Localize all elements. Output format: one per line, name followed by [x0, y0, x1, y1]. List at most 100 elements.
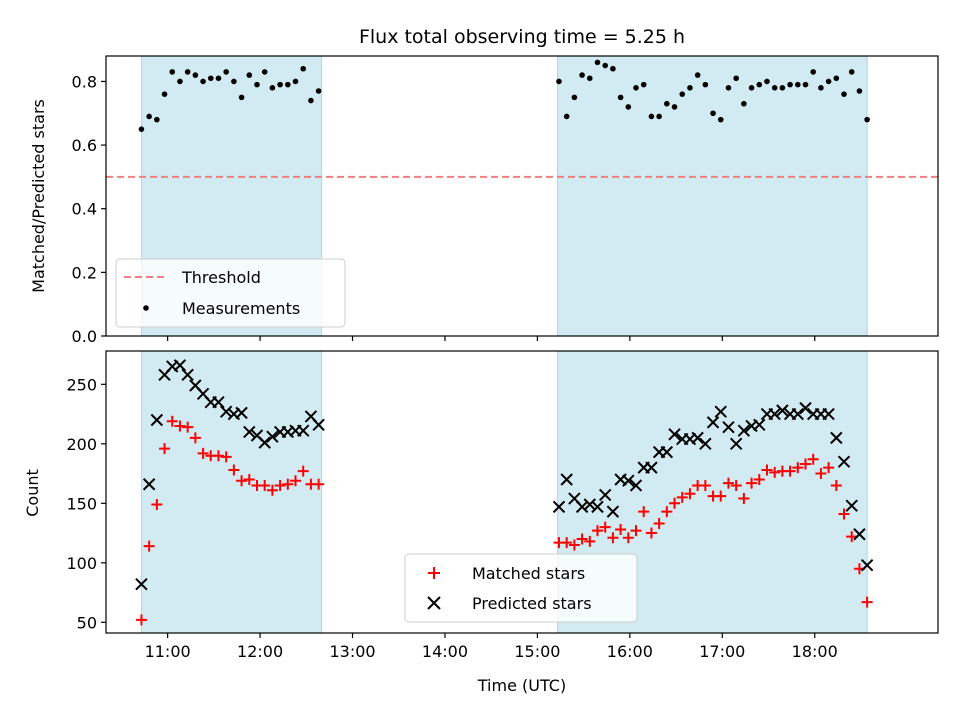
predicted-stars-point — [212, 395, 225, 409]
top-legend: Threshold Measurements — [115, 258, 346, 328]
predicted-stars-point — [629, 479, 643, 492]
predicted-stars-point — [142, 478, 156, 491]
x-tick-label: 17:00 — [699, 642, 745, 661]
measurement-point — [856, 88, 863, 94]
matched-stars-point — [838, 508, 850, 520]
matched-stars-point — [274, 479, 286, 491]
measurement-point — [648, 113, 655, 120]
y-tick-label: 50 — [77, 613, 97, 632]
measurement-point — [308, 97, 314, 104]
x-tick-label: 16:00 — [607, 642, 653, 661]
measurement-point — [787, 81, 793, 88]
matched-stars-point — [584, 535, 596, 547]
matched-stars-point — [212, 450, 224, 462]
predicted-stars-point — [822, 407, 835, 421]
predicted-stars-point — [660, 445, 674, 459]
y-tick-label: 0.6 — [72, 136, 97, 155]
bottom-legend: Matched stars Predicted stars — [404, 553, 638, 623]
matched-stars-point — [197, 447, 209, 459]
measurement-point — [277, 81, 283, 88]
matched-stars-point — [313, 478, 325, 490]
predicted-stars-point — [706, 416, 720, 429]
measurement-point — [764, 78, 770, 85]
y-tick-label: 0.0 — [72, 327, 97, 346]
measurement-point — [223, 69, 229, 75]
predicted-stars-point — [606, 505, 620, 518]
measurement-point — [802, 81, 809, 88]
observing-window-1 — [140, 350, 323, 634]
predicted-stars-point — [753, 418, 766, 431]
matched-stars-point — [784, 465, 796, 477]
matched-stars-point — [630, 525, 642, 537]
measurement-point — [810, 69, 816, 75]
measurements-legend-swatch — [143, 305, 149, 311]
chart-title: Flux total observing time = 5.25 h — [359, 26, 685, 48]
measurement-point — [725, 85, 732, 91]
matched-stars-point — [807, 453, 819, 465]
matched-stars-point — [761, 464, 773, 476]
measurement-point — [610, 65, 616, 72]
matched-stars-point — [166, 415, 178, 427]
predicted-stars-point — [853, 528, 866, 541]
top-legend-box — [115, 258, 346, 328]
x-axis-label: Time (UTC) — [477, 676, 566, 695]
y-tick-label: 0.4 — [72, 200, 97, 219]
ratio-panel: 0.0 0.2 0.4 0.6 0.8 Flux total observing tim… — [29, 26, 939, 346]
measurement-point — [146, 113, 152, 120]
matched-stars-point — [645, 527, 657, 539]
matched-stars-point — [228, 464, 240, 476]
x-tick-label: 12:00 — [237, 642, 283, 661]
measurement-point — [231, 78, 237, 85]
matched-stars-point — [846, 531, 858, 543]
predicted-stars-point — [598, 488, 612, 502]
top-observing-windows — [140, 55, 868, 337]
measurement-point — [285, 81, 291, 88]
measurement-point — [771, 85, 778, 91]
predicted-stars-point — [722, 420, 735, 434]
measurement-point — [246, 72, 253, 78]
matched-stars-point — [259, 479, 271, 491]
predicted-stars-point — [845, 499, 858, 512]
measurement-point — [292, 78, 299, 85]
predicted-stars-point — [799, 401, 812, 415]
predicted-stars-point — [235, 406, 248, 420]
measurement-point — [779, 85, 786, 91]
matched-stars-point — [769, 466, 781, 478]
matched-stars-point — [576, 533, 588, 545]
measurement-point — [833, 75, 840, 82]
predicted-stars-point — [219, 405, 233, 418]
matched-stars-point — [722, 477, 734, 489]
matched-stars-point — [282, 478, 294, 490]
count-panel: 50 100 150 200 250 11:00 12:00 13:00 14:00 15:00… — [23, 350, 939, 695]
measurement-point — [207, 75, 214, 82]
matched-stars-point — [290, 475, 302, 487]
matched-stars-point — [815, 468, 827, 480]
predicted-stars-point — [297, 424, 310, 437]
predicted-stars-point — [860, 558, 874, 572]
measurement-point — [571, 94, 578, 101]
measurement-point — [818, 85, 824, 91]
matched-stars-point — [638, 506, 650, 518]
measurement-point — [215, 75, 222, 82]
measurement-point — [269, 85, 276, 91]
predicted-stars-point — [266, 430, 279, 443]
predicted-stars-point — [668, 428, 681, 441]
predicted-stars-point — [150, 413, 164, 427]
matched-stars-point — [823, 462, 835, 474]
measurement-point — [586, 75, 593, 82]
predicted-stars-point — [560, 473, 573, 486]
predicted-stars-point — [591, 500, 604, 514]
predicted-stars-point — [552, 500, 566, 514]
matched-stars-point — [669, 497, 681, 509]
predicted-stars-point — [575, 500, 589, 514]
matched-stars-point — [266, 484, 278, 496]
measurement-point — [679, 91, 686, 97]
matched-stars-point — [730, 479, 742, 491]
matched-stars-point — [174, 420, 186, 432]
predicted-stars-point — [312, 418, 325, 431]
predicted-stars-point — [791, 407, 805, 421]
matched-stars-point — [799, 458, 811, 470]
predicted-stars-point — [645, 461, 658, 474]
matched-stars-point — [591, 525, 603, 537]
